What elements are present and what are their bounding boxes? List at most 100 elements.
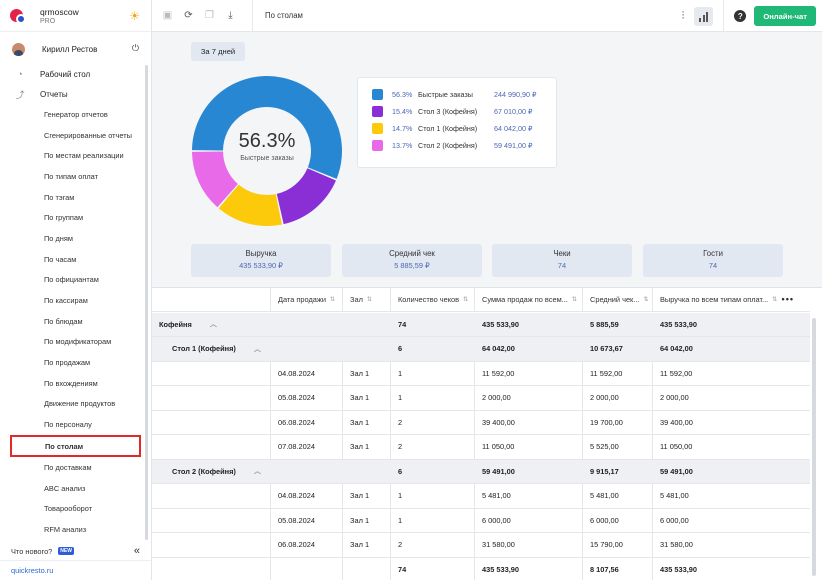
nav-item-16[interactable]: По столам <box>10 435 141 457</box>
sort-icon[interactable]: ⇅ <box>366 297 372 303</box>
table-cell: 39 400,00 <box>474 410 582 434</box>
table-cell <box>270 557 342 580</box>
group-label: Стол 2 (Кофейня) <box>172 466 236 476</box>
column-header[interactable]: Зал ⇅ <box>342 288 390 311</box>
nav-reports[interactable]: ⤴ Отчеты <box>0 84 151 104</box>
column-header[interactable]: Количество чеков ⇅ <box>390 288 474 311</box>
column-header[interactable]: Дата продажи ⇅ <box>270 288 342 311</box>
cell-value: 74 <box>398 319 407 329</box>
table-cell <box>342 557 390 580</box>
table-group-row[interactable]: Кофейня ︿ 74 435 533,90 5 885,59 435 533,90 <box>152 312 810 337</box>
donut-slice-0[interactable] <box>192 76 342 179</box>
reports-submenu: Генератор отчетов Сгенерированные отчеты П… <box>0 104 151 540</box>
sidebar: qrmoscow PRO ☀ Кирилл Рестов ⏻ ◔ Рабочий… <box>0 0 152 580</box>
nav-item-1[interactable]: Сгенерированные отчеты <box>44 130 132 140</box>
cell-value: 5 481,00 <box>660 491 689 501</box>
chart-toggle-button[interactable] <box>694 6 714 26</box>
sidebar-scrollbar[interactable] <box>145 65 148 540</box>
legend-entry[interactable]: 15.4% Стол 3 (Кофейня) 67 010,00 ₽ <box>372 103 556 120</box>
cell-value: 11 050,00 <box>482 442 515 452</box>
nav-item-15[interactable]: По персоналу <box>44 420 92 430</box>
cell-value: 31 580,00 <box>482 540 515 550</box>
user-block[interactable]: Кирилл Рестов ⏻ <box>0 34 151 64</box>
nav-item-19[interactable]: Товарооборот <box>44 504 93 514</box>
nav-item-20[interactable]: RFM анализ <box>44 524 87 534</box>
refresh-icon[interactable]: ⟳ <box>184 10 193 21</box>
kpi-card: Гости 74 <box>643 244 783 277</box>
nav-item-13[interactable]: По вхождениям <box>44 378 98 388</box>
cell-value: Зал 1 <box>350 393 370 403</box>
dashboard-icon: ◔ <box>17 69 23 79</box>
toolbar-divider <box>252 0 253 32</box>
donut-slice-3[interactable] <box>192 151 238 208</box>
nav-desktop[interactable]: ◔ Рабочий стол <box>0 64 151 84</box>
period-selector[interactable]: За 7 дней <box>191 42 245 61</box>
table-row: 06.08.2024 Зал 1 2 39 400,00 19 700,00 39 400… <box>152 410 810 435</box>
donut-slice-1[interactable] <box>276 168 336 225</box>
nav-item-17[interactable]: По доставкам <box>44 462 92 472</box>
table-cell: 05.08.2024 <box>270 386 342 410</box>
nav-item-2[interactable]: По местам реализации <box>44 151 124 161</box>
sort-icon[interactable]: ⇅ <box>329 297 336 303</box>
nav-item-4[interactable]: По тэгам <box>44 192 75 202</box>
sort-icon[interactable]: ⇅ <box>571 297 577 303</box>
whats-new-link[interactable]: Что нового? NEW « <box>0 542 151 560</box>
download-icon[interactable]: ⤓ <box>228 10 233 21</box>
nav-item-5[interactable]: По группам <box>44 213 84 223</box>
column-header[interactable]: Сумма продаж по всем... ⇅ <box>474 288 582 311</box>
table-cell: 07.08.2024 <box>270 435 342 459</box>
chevron-up-icon[interactable]: ︿ <box>253 345 261 353</box>
more-options-icon[interactable]: ••• <box>781 294 794 304</box>
site-link[interactable]: quickresto.ru <box>0 560 151 580</box>
table-scrollbar[interactable] <box>812 318 816 576</box>
chevron-up-icon[interactable]: ︿ <box>209 321 217 329</box>
sun-icon[interactable]: ☀ <box>129 9 140 23</box>
table-cell: 05.08.2024 <box>270 508 342 532</box>
donut-slice-2[interactable] <box>218 184 282 226</box>
sort-icon[interactable]: ⇅ <box>643 297 649 303</box>
table-cell <box>270 459 342 483</box>
table-cell: Зал 1 <box>342 410 390 434</box>
nav-item-10[interactable]: По блюдам <box>44 316 83 326</box>
table-cell: 9 915,17 <box>582 459 652 483</box>
column-header[interactable]: Выручка по всем типам оплат... ⇅ <box>652 288 810 311</box>
sort-icon[interactable]: ⇅ <box>463 297 469 303</box>
kpi-label: Выручка <box>245 249 277 258</box>
table-cell: 435 533,90 <box>474 312 582 336</box>
nav-item-9[interactable]: По кассирам <box>44 296 88 306</box>
legend-entry[interactable]: 13.7% Стол 2 (Кофейня) 59 491,00 ₽ <box>372 137 556 154</box>
table-group-row[interactable]: Стол 1 (Кофейня) ︿ 6 64 042,00 10 673,67 64 0… <box>152 337 810 362</box>
power-icon[interactable]: ⏻ <box>131 43 139 53</box>
kpi-label: Гости <box>703 249 723 258</box>
nav-item-3[interactable]: По типам оплат <box>44 171 98 181</box>
filter-settings-icon[interactable]: ⫶ <box>681 9 685 22</box>
table-cell: 6 000,00 <box>582 508 652 532</box>
cell-value: 6 <box>398 344 403 354</box>
nav-item-12[interactable]: По продажам <box>44 358 91 368</box>
sort-icon[interactable]: ⇅ <box>772 297 778 303</box>
nav-item-0[interactable]: Генератор отчетов <box>44 109 108 119</box>
table-cell: 6 000,00 <box>652 508 810 532</box>
nav-item-7[interactable]: По часам <box>44 254 77 264</box>
donut-center: 56.3% Быстрые заказы <box>192 130 342 162</box>
save-icon[interactable]: ▣ <box>162 10 173 21</box>
chevron-up-icon[interactable]: ︿ <box>253 468 261 476</box>
column-header[interactable] <box>152 288 270 311</box>
nav-item-11[interactable]: По модификаторам <box>44 337 112 347</box>
table-cell: 1 <box>390 508 474 532</box>
legend-entry[interactable]: 14.7% Стол 1 (Кофейня) 64 042,00 ₽ <box>372 120 556 137</box>
nav-item-18[interactable]: ABC анализ <box>44 483 86 493</box>
brand-block[interactable]: qrmoscow PRO ☀ <box>0 0 151 32</box>
table-group-row[interactable]: Стол 2 (Кофейня) ︿ 6 59 491,00 9 915,17 59 49… <box>152 459 810 484</box>
help-icon[interactable]: ? <box>734 10 747 22</box>
online-chat-button[interactable]: Онлайн-чат <box>754 6 816 26</box>
nav-item-14[interactable]: Движение продуктов <box>44 399 116 409</box>
collapse-sidebar-icon[interactable]: « <box>133 545 140 557</box>
table-row: 06.08.2024 Зал 1 2 31 580,00 15 790,00 31 580… <box>152 533 810 558</box>
column-header[interactable]: Средний чек... ⇅ <box>582 288 652 311</box>
nav-item-6[interactable]: По дням <box>44 233 73 243</box>
sidebar-footer: Что нового? NEW « quickresto.ru <box>0 542 151 580</box>
nav-item-8[interactable]: По официантам <box>44 275 99 285</box>
legend-entry[interactable]: 56.3% Быстрые заказы 244 990,90 ₽ <box>372 86 556 103</box>
copy-icon[interactable]: ❐ <box>205 10 214 21</box>
